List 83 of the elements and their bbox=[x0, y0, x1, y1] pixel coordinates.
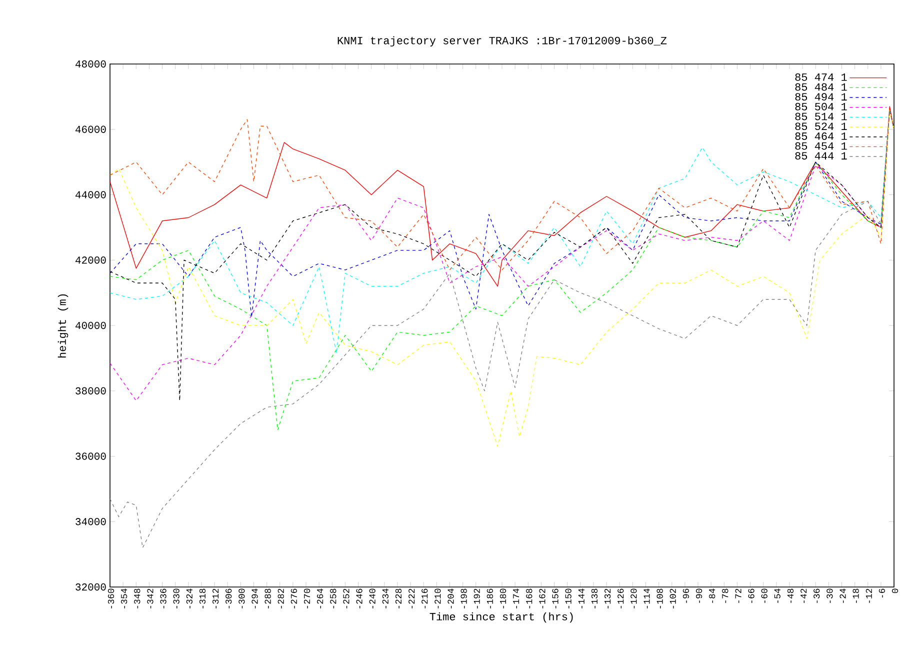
x-tick-label: -294 bbox=[252, 588, 258, 608]
x-tick-label: -342 bbox=[147, 588, 154, 608]
x-tick-label: -144 bbox=[578, 588, 584, 608]
x-tick-label: -12 bbox=[866, 588, 872, 603]
x-tick-label: -42 bbox=[800, 588, 807, 603]
x-tick-label: -162 bbox=[539, 588, 546, 608]
legend-label: 85 474 1 bbox=[795, 73, 847, 81]
x-axis-title: Time since start (hrs) bbox=[430, 612, 573, 623]
x-tick-label: -72 bbox=[735, 588, 742, 603]
x-tick-label: -216 bbox=[422, 588, 428, 608]
x-tick-label: -198 bbox=[460, 588, 467, 608]
x-tick-label: -18 bbox=[852, 588, 859, 603]
x-tick-label: -156 bbox=[552, 588, 558, 608]
y-tick-label: 46000 bbox=[76, 126, 106, 133]
legend-label: 85 484 1 bbox=[795, 83, 847, 91]
x-tick-label: -138 bbox=[591, 588, 598, 608]
x-tick-label: -210 bbox=[434, 588, 441, 608]
x-tick-label: -348 bbox=[134, 588, 140, 608]
y-tick-label: 34000 bbox=[76, 518, 106, 526]
x-tick-label: -240 bbox=[369, 588, 376, 608]
x-tick-label: -252 bbox=[343, 588, 350, 608]
x-tick-label: -336 bbox=[160, 588, 166, 608]
x-tick-label: -222 bbox=[408, 588, 415, 608]
x-tick-label: -102 bbox=[670, 588, 676, 608]
x-tick-label: -360 bbox=[108, 588, 114, 608]
legend-label: 85 444 1 bbox=[795, 152, 847, 160]
x-tick-label: -318 bbox=[199, 588, 206, 608]
legend-label: 85 454 1 bbox=[795, 142, 847, 150]
x-tick-label: -48 bbox=[787, 588, 794, 603]
x-tick-label: -258 bbox=[330, 588, 336, 608]
x-tick-label: -204 bbox=[448, 588, 454, 608]
line-series bbox=[110, 109, 894, 548]
legend-label: 85 464 1 bbox=[795, 132, 847, 140]
y-tick-label: 36000 bbox=[76, 452, 106, 460]
legend-label: 85 524 1 bbox=[795, 122, 847, 130]
x-tick-label: -300 bbox=[238, 588, 245, 608]
y-tick-label: 40000 bbox=[76, 322, 106, 330]
x-tick-label: -126 bbox=[618, 588, 624, 608]
x-tick-label: -90 bbox=[696, 588, 702, 603]
chart-title: KNMI trajectory server TRAJKS :1Br-17012009-b360_Z bbox=[338, 36, 667, 46]
y-tick-label: 44000 bbox=[76, 191, 106, 198]
y-axis-title: height (m) bbox=[58, 294, 68, 358]
x-tick-label: -330 bbox=[173, 588, 180, 608]
x-tick-label: -264 bbox=[317, 588, 324, 608]
x-tick-label: -96 bbox=[682, 588, 689, 603]
legend-label: 85 514 1 bbox=[795, 112, 847, 120]
y-tick-label: 48000 bbox=[76, 60, 106, 68]
x-tick-label: -168 bbox=[526, 588, 532, 608]
x-tick-label: -180 bbox=[500, 588, 506, 608]
x-tick-label: -114 bbox=[644, 588, 650, 608]
x-tick-label: -192 bbox=[474, 588, 480, 608]
legend-label: 85 494 1 bbox=[795, 93, 847, 101]
x-tick-label: -150 bbox=[565, 588, 572, 608]
x-tick-label: -234 bbox=[382, 588, 388, 608]
x-tick-label: -324 bbox=[186, 588, 192, 608]
x-tick-label: -246 bbox=[356, 588, 362, 608]
x-tick-label: -276 bbox=[290, 588, 297, 608]
x-tick-label: -312 bbox=[212, 588, 219, 608]
x-tick-label: -132 bbox=[604, 588, 611, 608]
x-tick-label: -6 bbox=[878, 588, 886, 598]
x-tick-label: -228 bbox=[395, 588, 402, 608]
x-tick-label: -24 bbox=[840, 588, 846, 603]
y-tick-label: 38000 bbox=[76, 387, 106, 394]
x-tick-label: -270 bbox=[304, 588, 310, 608]
x-tick-label: -30 bbox=[826, 588, 833, 603]
x-tick-label: -66 bbox=[748, 588, 754, 603]
x-tick-label: -54 bbox=[774, 588, 780, 603]
y-tick-label: 42000 bbox=[76, 256, 106, 264]
x-tick-label: -60 bbox=[761, 588, 768, 603]
x-tick-label: 0 bbox=[892, 588, 898, 594]
x-tick-label: -174 bbox=[513, 588, 520, 608]
x-tick-label: -108 bbox=[656, 588, 663, 608]
x-tick-label: -36 bbox=[814, 588, 820, 603]
x-tick-label: -186 bbox=[486, 588, 493, 608]
legend-label: 85 504 1 bbox=[795, 102, 847, 110]
x-tick-label: -78 bbox=[722, 588, 728, 603]
y-tick-label: 32000 bbox=[76, 583, 106, 591]
x-tick-label: -120 bbox=[630, 588, 637, 608]
x-tick-label: -288 bbox=[264, 588, 271, 608]
x-tick-label: -354 bbox=[121, 588, 128, 608]
x-tick-label: -84 bbox=[709, 588, 716, 603]
x-tick-label: -282 bbox=[278, 588, 284, 608]
x-tick-label: -306 bbox=[226, 588, 232, 608]
